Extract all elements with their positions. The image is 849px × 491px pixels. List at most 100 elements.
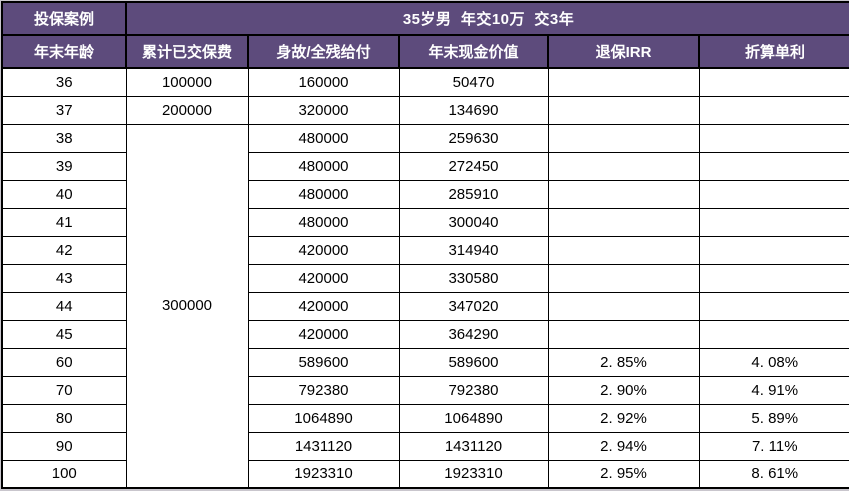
col-header-simple-interest: 折算单利: [697, 34, 849, 69]
table-row-age-40: 40 480000 285910: [1, 179, 849, 209]
death-benefit-cell: 480000: [247, 207, 400, 237]
table-row-age-100: 100 1923310 1923310 2. 95% 8. 61%: [1, 459, 849, 489]
irr-cell: [547, 235, 700, 265]
death-benefit-cell: 420000: [247, 291, 400, 321]
death-benefit-cell: 589600: [247, 347, 400, 377]
case-label: 投保案例: [1, 1, 127, 36]
simple-interest-cell: [698, 263, 849, 293]
col-header-age: 年末年龄: [1, 34, 127, 69]
death-benefit-cell: 1431120: [247, 431, 400, 461]
case-header-row: 投保案例 35岁男 年交10万 交3年: [1, 1, 849, 36]
death-benefit-cell: 1064890: [247, 403, 400, 433]
cash-value-cell: 364290: [398, 319, 549, 349]
premium-cell: 100000: [125, 67, 249, 97]
cash-value-cell: 1923310: [398, 459, 549, 489]
age-cell: 100: [1, 459, 127, 489]
age-cell: 70: [1, 375, 127, 405]
irr-cell: 2. 94%: [547, 431, 700, 461]
table-row-age-38: 38 300000 480000 259630: [1, 123, 849, 489]
table-row-age-60: 60 589600 589600 2. 85% 4. 08%: [1, 347, 849, 377]
table-row-age-43: 43 420000 330580: [1, 263, 849, 293]
age-cell: 42: [1, 235, 127, 265]
premium-cell: 200000: [125, 95, 249, 125]
age-cell: 44: [1, 291, 127, 321]
age-cell: 37: [1, 95, 127, 125]
death-benefit-cell: 420000: [247, 235, 400, 265]
age-cell: 43: [1, 263, 127, 293]
cash-value-cell: 314940: [398, 235, 549, 265]
cash-value-cell: 1431120: [398, 431, 549, 461]
col-header-death-benefit: 身故/全残给付: [247, 34, 400, 69]
cash-value-cell: 285910: [398, 179, 549, 209]
table-row-age-42: 42 420000 314940: [1, 235, 849, 265]
cash-value-cell: 1064890: [398, 403, 549, 433]
irr-cell: 2. 85%: [547, 347, 700, 377]
simple-interest-cell: [698, 151, 849, 181]
death-benefit-cell: 480000: [247, 151, 400, 181]
table-row-age-41: 41 480000 300040: [1, 207, 849, 237]
death-benefit-cell: 792380: [247, 375, 400, 405]
age-cell: 38: [1, 123, 127, 153]
simple-interest-cell: [698, 207, 849, 237]
age-cell: 80: [1, 403, 127, 433]
death-benefit-cell: 160000: [247, 67, 400, 97]
death-benefit-cell: 480000: [247, 179, 400, 209]
age-cell: 39: [1, 151, 127, 181]
col-header-irr: 退保IRR: [547, 34, 700, 69]
age-cell: 41: [1, 207, 127, 237]
age-cell: 36: [1, 67, 127, 97]
premium-merged-cell: 300000: [125, 123, 249, 489]
case-title: 35岁男 年交10万 交3年: [124, 1, 849, 36]
death-benefit-cell: 420000: [247, 263, 400, 293]
irr-cell: [547, 319, 700, 349]
col-header-cash-value: 年末现金价值: [398, 34, 549, 69]
cash-value-cell: 50470: [398, 67, 549, 97]
table-row-age-90: 90 1431120 1431120 2. 94% 7. 11%: [1, 431, 849, 461]
table-row-age-37: 37 200000 320000 134690: [1, 95, 849, 125]
irr-cell: [547, 263, 700, 293]
irr-cell: 2. 95%: [547, 459, 700, 489]
irr-cell: [547, 95, 700, 125]
cash-value-cell: 300040: [398, 207, 549, 237]
simple-interest-cell: [698, 123, 849, 153]
age-cell: 60: [1, 347, 127, 377]
simple-interest-cell: [698, 235, 849, 265]
irr-cell: 2. 90%: [547, 375, 700, 405]
simple-interest-cell: 8. 61%: [698, 459, 849, 489]
cash-value-cell: 330580: [398, 263, 549, 293]
irr-cell: [547, 207, 700, 237]
cash-value-cell: 259630: [398, 123, 549, 153]
irr-cell: [547, 123, 700, 153]
age-cell: 45: [1, 319, 127, 349]
cash-value-cell: 272450: [398, 151, 549, 181]
column-header-row: 年末年龄 累计已交保费 身故/全残给付 年末现金价值 退保IRR 折算单利: [1, 34, 849, 69]
cash-value-cell: 589600: [398, 347, 549, 377]
simple-interest-cell: [698, 95, 849, 125]
death-benefit-cell: 420000: [247, 319, 400, 349]
col-header-premium: 累计已交保费: [125, 34, 249, 69]
simple-interest-cell: [698, 319, 849, 349]
simple-interest-cell: [698, 291, 849, 321]
cash-value-cell: 134690: [398, 95, 549, 125]
simple-interest-cell: [698, 179, 849, 209]
simple-interest-cell: 4. 08%: [698, 347, 849, 377]
cash-value-cell: 792380: [398, 375, 549, 405]
death-benefit-cell: 480000: [247, 123, 400, 153]
irr-cell: [547, 179, 700, 209]
simple-interest-cell: 5. 89%: [698, 403, 849, 433]
irr-cell: 2. 92%: [547, 403, 700, 433]
simple-interest-cell: 4. 91%: [698, 375, 849, 405]
age-cell: 40: [1, 179, 127, 209]
cash-value-cell: 347020: [398, 291, 549, 321]
table-row-age-36: 36 100000 160000 50470: [1, 67, 849, 97]
table-row-age-80: 80 1064890 1064890 2. 92% 5. 89%: [1, 403, 849, 433]
simple-interest-cell: [698, 67, 849, 97]
irr-cell: [547, 67, 700, 97]
death-benefit-cell: 320000: [247, 95, 400, 125]
irr-cell: [547, 151, 700, 181]
age-cell: 90: [1, 431, 127, 461]
simple-interest-cell: 7. 11%: [698, 431, 849, 461]
irr-cell: [547, 291, 700, 321]
